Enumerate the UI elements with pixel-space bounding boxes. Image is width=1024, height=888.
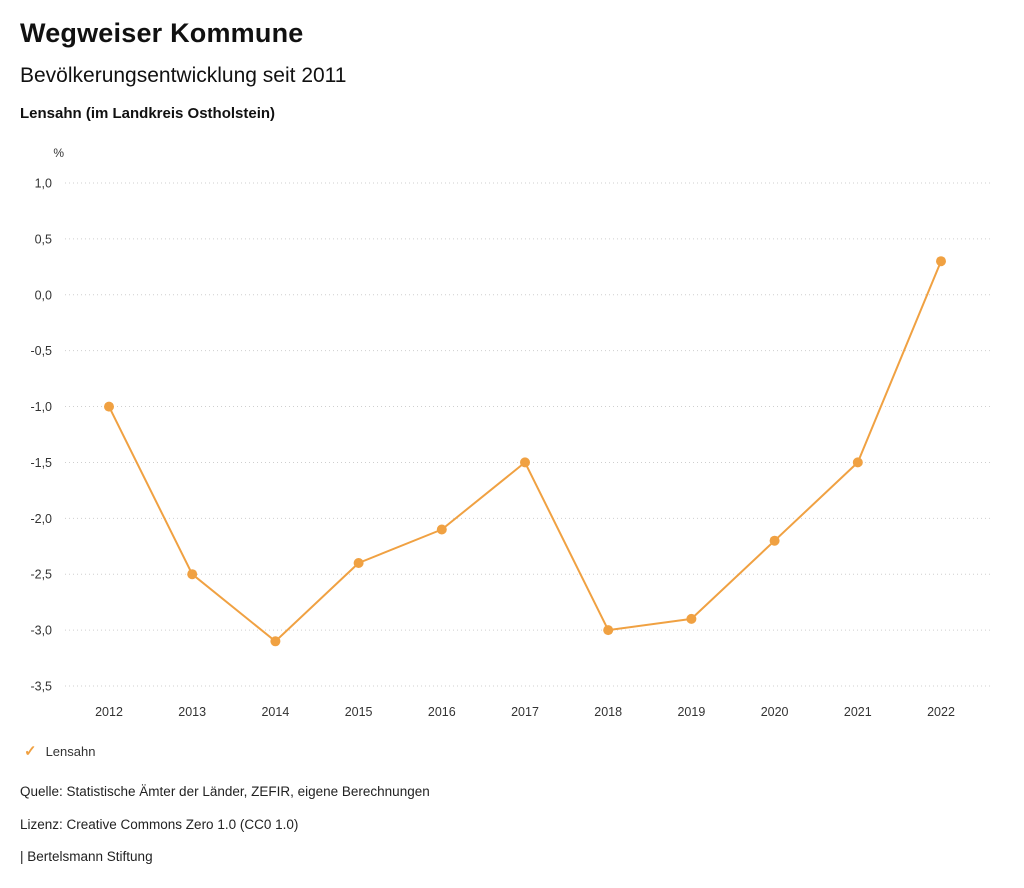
attribution-text: | Bertelsmann Stiftung [20,849,153,864]
y-tick-label: -0,5 [30,344,52,358]
source-text: Quelle: Statistische Ämter der Länder, Z… [20,784,430,799]
footer: Quelle: Statistische Ämter der Länder, Z… [20,784,430,882]
chart-point[interactable] [852,457,863,468]
chart-title: Bevölkerungsentwicklung seit 2011 [20,64,347,87]
chart-point[interactable] [353,558,364,568]
series-line [108,260,942,643]
y-tick-label: -2,5 [30,568,52,582]
chart-point[interactable] [187,569,198,580]
y-axis-labels: 1,0 0,5 0,0 -0,5 -1,0 -1,5 -2,0 -2,5 -3,0 -3,5 [30,177,52,694]
y-tick-label: -2,0 [30,512,52,526]
chart-subtitle-location: Lensahn (im Landkreis Ostholstein) [20,105,276,122]
y-axis-unit-label: % [53,146,64,160]
y-tick-label: 0,0 [35,288,52,302]
legend-item-lensahn[interactable]: ✓ Lensahn [24,744,95,759]
y-tick-label: 1,0 [35,177,52,191]
x-axis-labels: 2012 2013 2014 2015 2016 2017 2018 2019 2020 2021… [95,705,955,719]
x-tick-label: 2014 [261,705,289,719]
chart-point[interactable] [436,524,447,535]
population-line-chart: % 1,00,50,0-0,5-1,0-1,5-2,0-2,5-3,0-3,5 … [30,146,990,719]
page-title: Wegweiser Kommune [20,18,304,48]
x-tick-label: 2015 [345,705,373,719]
series-group [104,256,946,647]
chart-point[interactable] [104,401,114,412]
x-tick-label: 2012 [95,705,123,719]
license-text: Lizenz: Creative Commons Zero 1.0 (CC0 1… [20,816,299,832]
legend: ✓ Lensahn [24,744,95,759]
y-tick-label: -1,0 [30,400,52,414]
x-tick-label: 2016 [428,705,456,719]
x-tick-label: 2018 [594,705,622,719]
chart-point[interactable] [603,625,614,636]
y-tick-label: -1,5 [30,456,52,470]
chart-point[interactable] [936,256,946,267]
x-tick-label: 2017 [511,705,539,719]
chart-point[interactable] [520,457,530,468]
chart-point[interactable] [270,636,281,647]
y-tick-label: -3,0 [30,624,52,638]
x-tick-label: 2013 [178,705,206,719]
y-tick-label: -3,5 [30,680,52,694]
legend-label: Lensahn [45,744,96,759]
x-tick-label: 2020 [761,705,789,719]
gridlines [65,182,990,687]
y-tick-label: 0,5 [35,232,52,246]
chart-point[interactable] [686,613,697,624]
check-icon: ✓ [24,743,37,760]
chart-point[interactable] [769,535,780,546]
x-tick-label: 2022 [927,705,955,719]
x-tick-label: 2021 [844,705,872,719]
x-tick-label: 2019 [677,705,705,719]
